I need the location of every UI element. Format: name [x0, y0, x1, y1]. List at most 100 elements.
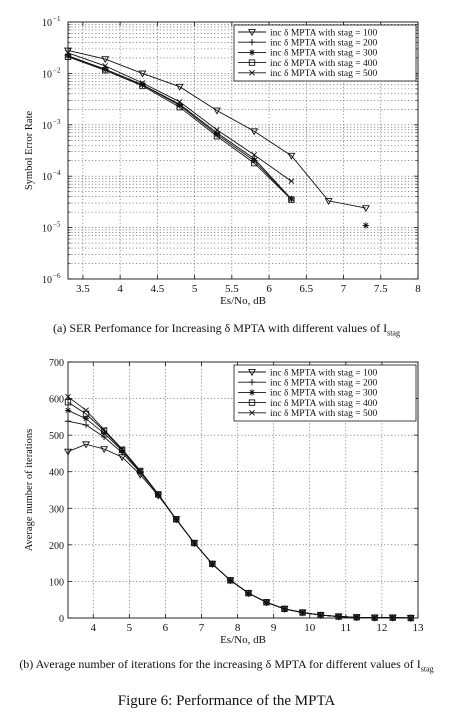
- data-point: [251, 151, 258, 158]
- y-tick-label-exp: −1: [53, 15, 61, 23]
- legend-label: inc δ MPTA with stag = 100: [270, 368, 377, 378]
- series-line: [67, 401, 411, 619]
- data-point: [362, 222, 370, 229]
- data-point: [82, 441, 91, 449]
- iterations-chart: 4 5 6 7 8 9 10 11 12 13 0 100 200 300 400 500 600 700 Es/N…: [24, 358, 425, 646]
- x-tick-label: 9: [271, 622, 277, 634]
- x-tick-label: 7: [199, 622, 205, 634]
- data-point: [250, 128, 259, 136]
- data-point: [287, 152, 296, 160]
- legend-label: inc δ MPTA with stag = 200: [270, 39, 377, 49]
- plot-frame: [67, 361, 419, 619]
- y-tick-label-exp: −2: [53, 66, 61, 74]
- x-tick-label: 12: [376, 622, 387, 634]
- data-point: [263, 599, 270, 606]
- data-point: [118, 446, 126, 453]
- data-point: [137, 467, 144, 474]
- data-point: [281, 605, 288, 612]
- y-tick-label-exp: −3: [53, 118, 61, 126]
- x-tick-label: 13: [413, 622, 425, 634]
- iterations-caption-text: (b) Average number of iterations for the…: [19, 657, 421, 671]
- data-point: [324, 198, 333, 206]
- data-point: [213, 131, 221, 138]
- ser-lines: [64, 47, 370, 229]
- data-point: [155, 491, 162, 497]
- y-tick-label: 100: [49, 577, 64, 588]
- x-axis-label: Es/No, dB: [220, 634, 266, 646]
- data-point: [263, 599, 270, 606]
- x-tick-label: 6: [266, 283, 272, 295]
- data-point: [101, 56, 110, 64]
- legend-marker: [248, 49, 256, 56]
- iterations-caption: (b) Average number of iterations for the…: [0, 657, 453, 673]
- series-line: [67, 56, 292, 200]
- x-tick-label: 3.5: [76, 283, 90, 295]
- data-point: [173, 516, 180, 523]
- data-point: [251, 159, 258, 167]
- y-tick-label: 10: [42, 224, 52, 235]
- data-point: [191, 539, 198, 547]
- legend-label: inc δ MPTA with stag = 400: [270, 399, 377, 409]
- legend-label: inc δ MPTA with stag = 100: [270, 28, 377, 38]
- y-tick-label-exp: −4: [53, 169, 61, 177]
- legend-label: inc δ MPTA with stag = 200: [270, 379, 377, 389]
- data-point: [136, 467, 144, 475]
- data-point: [281, 605, 288, 613]
- y-tick-label: 200: [49, 541, 64, 552]
- y-tick-label: 400: [49, 468, 64, 479]
- x-tick-label: 4.5: [150, 283, 164, 295]
- data-point: [176, 98, 183, 105]
- data-point: [245, 589, 252, 597]
- y-tick-label: 300: [49, 504, 64, 515]
- y-tick-label: 0: [59, 614, 64, 625]
- plot-frame: [67, 21, 419, 280]
- x-tick-label: 5: [127, 622, 133, 634]
- legend-box: [233, 24, 417, 82]
- legend-label: inc δ MPTA with stag = 400: [270, 59, 377, 69]
- data-point: [82, 415, 90, 422]
- ser-caption: (a) SER Perfomance for Increasing δ MPTA…: [0, 321, 453, 337]
- data-point: [138, 70, 147, 78]
- data-point: [299, 609, 306, 616]
- legend-marker: [248, 29, 256, 37]
- iterations-caption-sub: stag: [420, 664, 434, 674]
- legend-marker: [249, 69, 255, 76]
- data-point: [245, 590, 252, 597]
- y-tick-label: 10: [42, 69, 52, 80]
- data-point: [212, 107, 221, 115]
- y-tick-label: 500: [49, 431, 64, 442]
- x-tick-label: 6: [163, 622, 169, 634]
- y-tick-label-exp: −6: [53, 272, 61, 280]
- x-tick-label: 5: [192, 283, 198, 295]
- data-point: [209, 560, 216, 568]
- legend-marker: [248, 39, 256, 46]
- legend-marker: [248, 389, 256, 396]
- ser-chart: 3.5 4 4.5 5 5.5 6 6.5 7 7.5 810−610−510−410−310−2…: [24, 15, 421, 307]
- data-point: [119, 446, 126, 452]
- data-point: [227, 577, 234, 584]
- x-tick-label: 6.5: [299, 283, 313, 295]
- data-point: [83, 407, 89, 414]
- legend-marker: [249, 409, 255, 416]
- x-tick-label: 11: [341, 622, 352, 634]
- legend-label: inc δ MPTA with stag = 500: [270, 69, 377, 79]
- data-point: [227, 577, 234, 584]
- legend-marker: [248, 399, 256, 406]
- x-tick-label: 4: [117, 283, 123, 295]
- data-point: [82, 410, 90, 418]
- y-tick-label: 10: [42, 172, 52, 183]
- x-tick-label: 8: [415, 283, 421, 295]
- y-tick-label: 10: [42, 121, 52, 132]
- data-point: [139, 80, 146, 86]
- y-tick-label: 10: [42, 18, 52, 29]
- x-tick-label: 10: [304, 622, 316, 634]
- x-tick-label: 7.5: [374, 283, 388, 295]
- data-point: [136, 468, 144, 475]
- data-point: [213, 133, 221, 140]
- ser-caption-text: (a) SER Perfomance for Increasing δ MPTA…: [53, 321, 388, 335]
- data-point: [361, 205, 370, 213]
- series-line: [67, 396, 411, 619]
- data-point: [191, 540, 198, 546]
